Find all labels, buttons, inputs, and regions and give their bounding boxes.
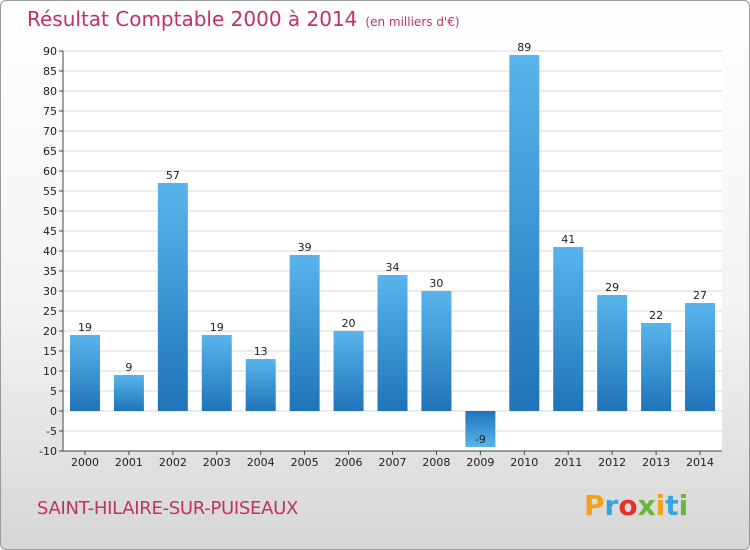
y-tick-label: 55 bbox=[43, 185, 57, 198]
value-label-2013: 22 bbox=[649, 309, 663, 322]
bar-2001 bbox=[113, 375, 144, 411]
y-tick-label: 25 bbox=[43, 305, 57, 318]
value-label-2012: 29 bbox=[605, 281, 619, 294]
chart-title: Résultat Comptable 2000 à 2014 (en millie… bbox=[27, 7, 460, 31]
bar-2007 bbox=[377, 275, 408, 411]
x-tick-label-2008: 2008 bbox=[422, 456, 450, 469]
y-tick-label: 50 bbox=[43, 205, 57, 218]
y-tick-label: 45 bbox=[43, 225, 57, 238]
x-tick-label-2009: 2009 bbox=[466, 456, 494, 469]
value-label-2010: 89 bbox=[517, 41, 531, 54]
logo-letter: x bbox=[637, 489, 656, 522]
y-tick-label: 0 bbox=[50, 405, 57, 418]
x-tick-label-2001: 2001 bbox=[115, 456, 143, 469]
value-label-2001: 9 bbox=[125, 361, 132, 374]
y-tick-label: -10 bbox=[39, 445, 57, 458]
y-tick-label: 85 bbox=[43, 65, 57, 78]
value-label-2000: 19 bbox=[78, 321, 92, 334]
x-tick-label-2012: 2012 bbox=[598, 456, 626, 469]
value-label-2009: -9 bbox=[475, 433, 486, 446]
value-label-2014: 27 bbox=[693, 289, 707, 302]
bar-2000 bbox=[69, 335, 100, 411]
bar-2002 bbox=[157, 183, 188, 411]
bar-2005 bbox=[289, 255, 320, 411]
x-tick-label-2006: 2006 bbox=[335, 456, 363, 469]
y-tick-label: 40 bbox=[43, 245, 57, 258]
value-label-2005: 39 bbox=[298, 241, 312, 254]
y-tick-label: 70 bbox=[43, 125, 57, 138]
bar-2003 bbox=[201, 335, 232, 411]
y-tick-label: -5 bbox=[46, 425, 57, 438]
y-tick-label: 10 bbox=[43, 365, 57, 378]
logo-letter: t bbox=[665, 489, 679, 522]
y-tick-label: 65 bbox=[43, 145, 57, 158]
y-tick-label: 5 bbox=[50, 385, 57, 398]
bar-2012 bbox=[597, 295, 628, 411]
y-tick-label: 15 bbox=[43, 345, 57, 358]
bar-2013 bbox=[641, 323, 672, 411]
logo-letter: o bbox=[618, 489, 638, 522]
x-tick-label-2005: 2005 bbox=[291, 456, 319, 469]
bar-2004 bbox=[245, 359, 276, 411]
title-text: Résultat Comptable 2000 à 2014 bbox=[27, 7, 358, 31]
x-tick-label-2010: 2010 bbox=[510, 456, 538, 469]
bar-2011 bbox=[553, 247, 584, 411]
value-label-2002: 57 bbox=[166, 169, 180, 182]
logo-letter: P bbox=[584, 489, 605, 522]
bar-2009 bbox=[465, 411, 496, 447]
x-tick-label-2000: 2000 bbox=[71, 456, 99, 469]
logo-letter: i bbox=[655, 489, 666, 522]
y-tick-label: 20 bbox=[43, 325, 57, 338]
value-label-2007: 34 bbox=[386, 261, 400, 274]
y-tick-label: 80 bbox=[43, 85, 57, 98]
bar-2008 bbox=[421, 291, 452, 411]
value-label-2003: 19 bbox=[210, 321, 224, 334]
x-tick-label-2014: 2014 bbox=[686, 456, 714, 469]
value-label-2006: 20 bbox=[342, 317, 356, 330]
y-tick-label: 35 bbox=[43, 265, 57, 278]
logo-letter: i bbox=[678, 489, 689, 522]
y-tick-label: 90 bbox=[43, 45, 57, 58]
proxiti-logo: Proxiti bbox=[584, 489, 688, 522]
value-label-2004: 13 bbox=[254, 345, 268, 358]
y-tick-label: 60 bbox=[43, 165, 57, 178]
bar-2010 bbox=[509, 55, 540, 411]
bar-2006 bbox=[333, 331, 364, 411]
x-tick-label-2007: 2007 bbox=[379, 456, 407, 469]
x-tick-label-2004: 2004 bbox=[247, 456, 275, 469]
y-tick-label: 75 bbox=[43, 105, 57, 118]
bar-2014 bbox=[685, 303, 716, 411]
x-tick-label-2002: 2002 bbox=[159, 456, 187, 469]
x-tick-label-2011: 2011 bbox=[554, 456, 582, 469]
units-label: (en milliers d'€) bbox=[365, 15, 460, 29]
logo-letter: r bbox=[604, 489, 619, 522]
value-label-2011: 41 bbox=[561, 233, 575, 246]
x-tick-label-2003: 2003 bbox=[203, 456, 231, 469]
y-tick-label: 30 bbox=[43, 285, 57, 298]
commune-name: SAINT-HILAIRE-SUR-PUISEAUX bbox=[37, 498, 298, 519]
x-tick-label-2013: 2013 bbox=[642, 456, 670, 469]
value-label-2008: 30 bbox=[429, 277, 443, 290]
